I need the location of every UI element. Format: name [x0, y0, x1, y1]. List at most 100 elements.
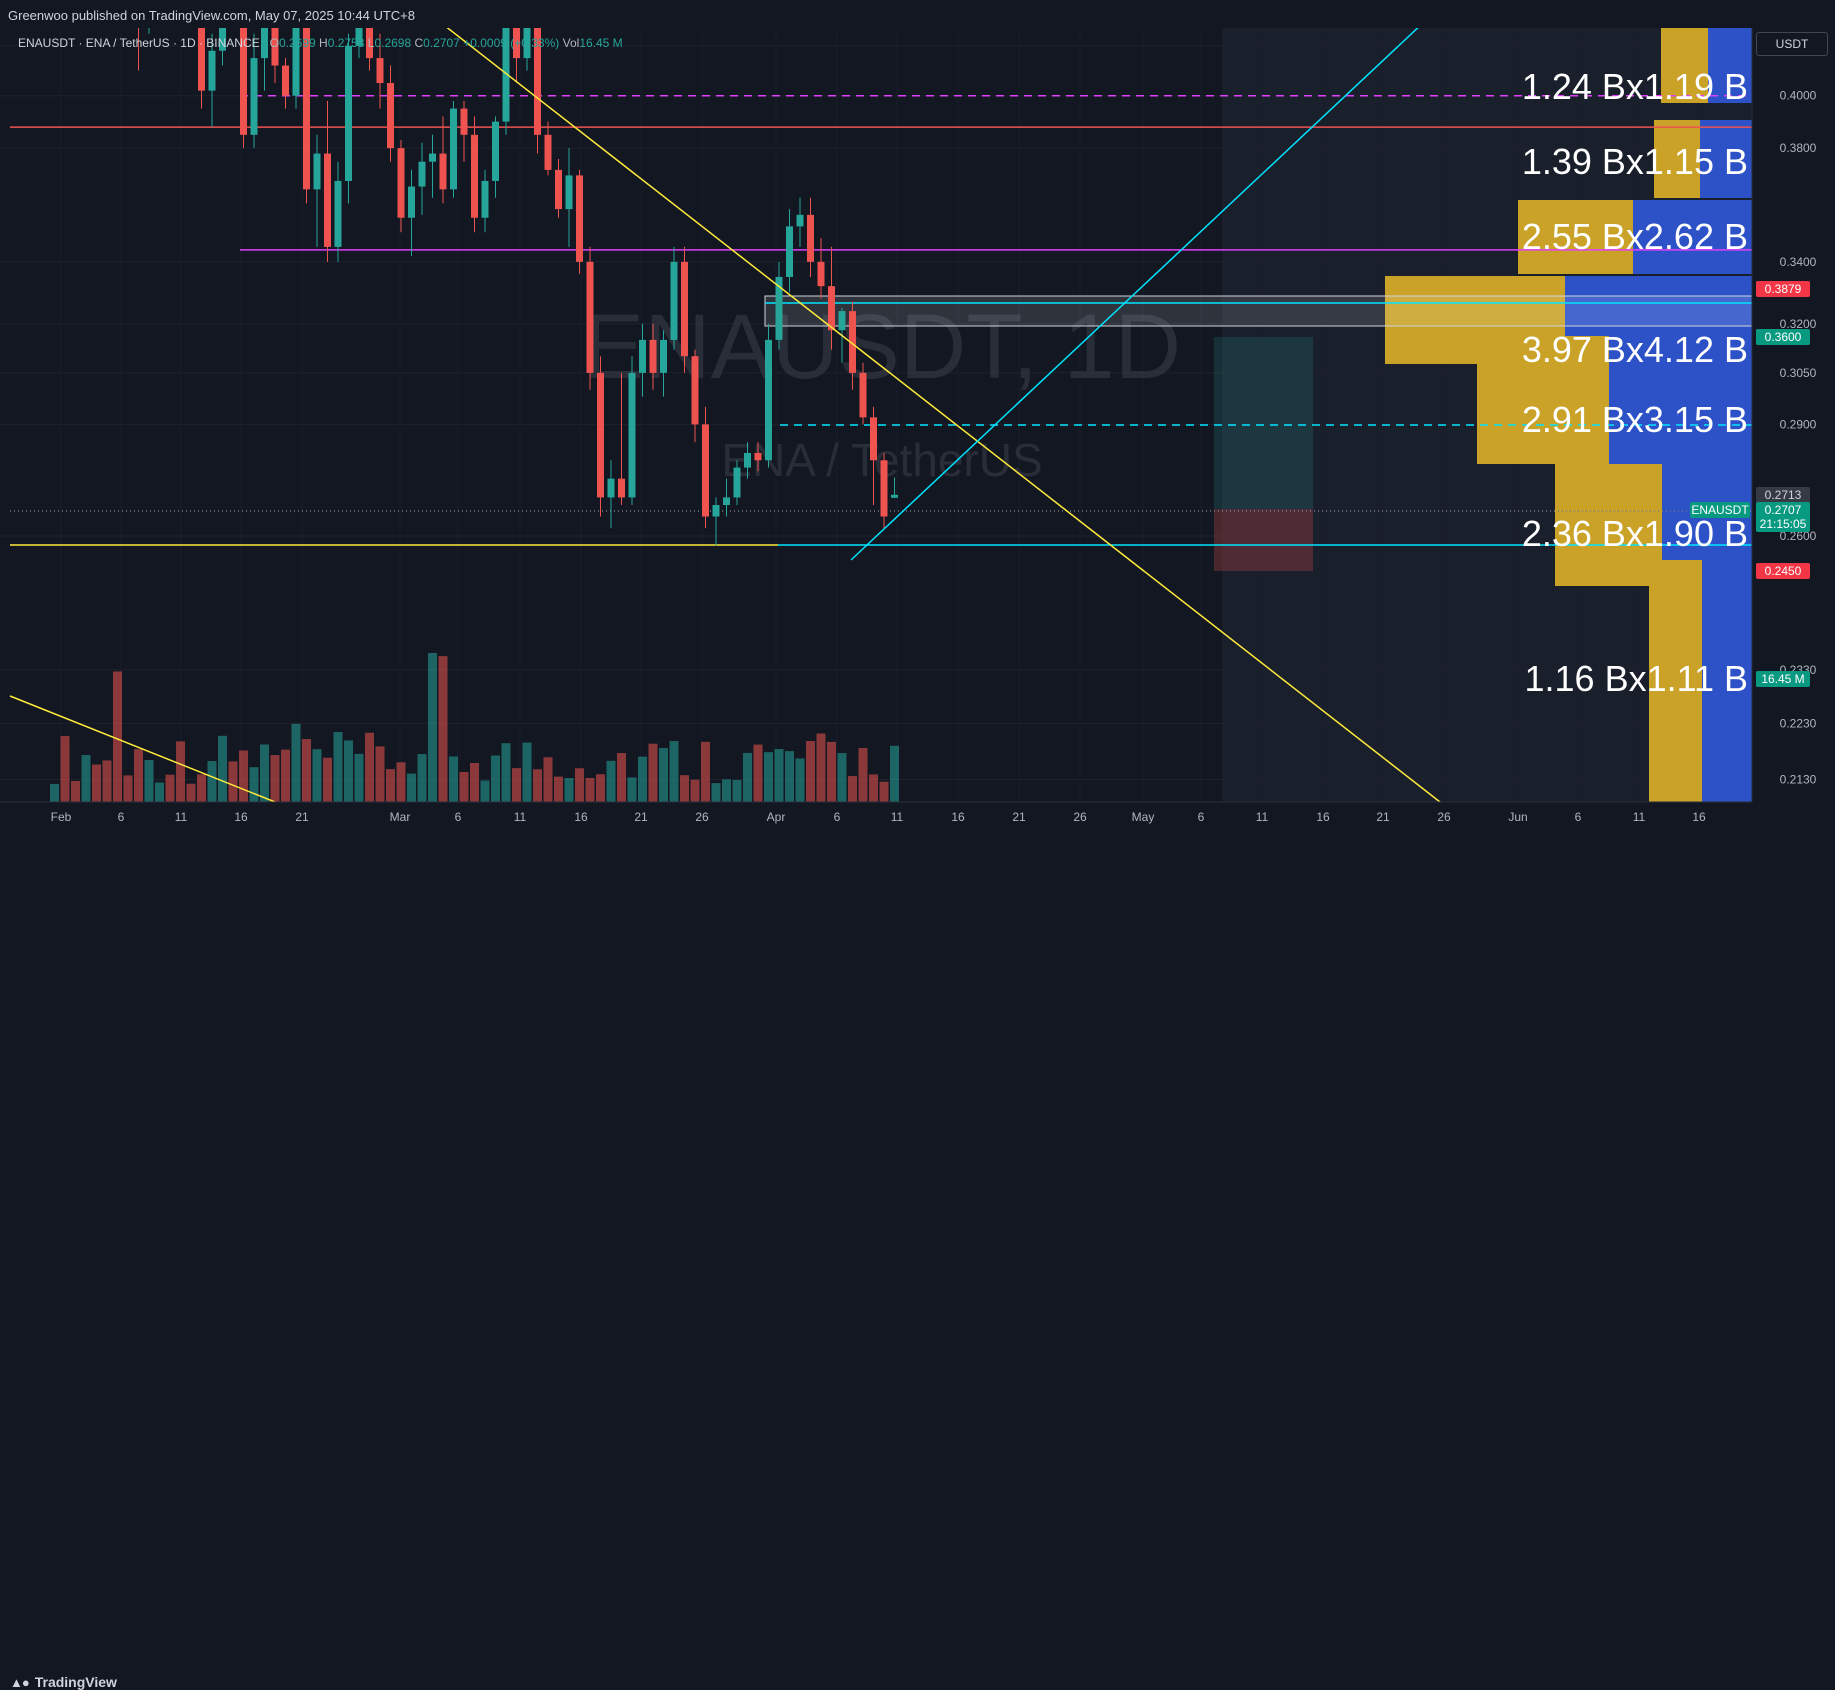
- volume-bar: [480, 780, 490, 802]
- price-tick-label: 0.2130: [1780, 772, 1817, 786]
- volume-profile: [1385, 28, 1752, 802]
- candle-body: [639, 339, 646, 373]
- legend-change: +0.0009 (+0.33%): [463, 36, 560, 50]
- volume-profile-label: 2.55 Bx2.62 B: [1522, 216, 1748, 257]
- legend-open-label: O: [269, 36, 279, 50]
- price-tick-label: 0.3400: [1780, 255, 1817, 269]
- volume-bar: [890, 745, 899, 802]
- legend-volume: 16.45 M: [579, 36, 623, 50]
- volume-bar: [281, 749, 290, 802]
- volume-bar: [848, 775, 857, 802]
- candles: [138, 28, 898, 546]
- price-label-badge: [1756, 329, 1810, 345]
- volume-profile-label: 2.36 Bx1.90 B: [1522, 513, 1748, 554]
- volume-bar: [816, 733, 826, 802]
- volume-bar: [711, 783, 721, 802]
- price-tick-label: 0.2600: [1780, 529, 1817, 543]
- price-tick-label: 0.3200: [1780, 317, 1817, 331]
- price-label-text: 0.3879: [1765, 282, 1802, 296]
- tradingview-logo[interactable]: ▲● TradingView: [10, 1674, 117, 1690]
- volume-bar: [617, 753, 626, 802]
- volume-bars: [50, 652, 899, 802]
- position-zones: [764, 295, 1753, 571]
- candle-body: [670, 261, 678, 340]
- volume-bar: [701, 741, 710, 802]
- top-bar: Greenwoo published on TradingView.com, M…: [0, 0, 1835, 28]
- price-chart[interactable]: ENAUSDT, 1D ENA / TetherUS 1.24 Bx1.19 B…: [0, 28, 1835, 832]
- volume-bar: [312, 749, 322, 802]
- currency-unit-button[interactable]: USDT: [1756, 32, 1828, 56]
- legend-volume-label: Vol: [562, 36, 580, 50]
- volume-bar: [165, 774, 175, 802]
- time-tick-label: Feb: [51, 810, 72, 824]
- volume-bar: [533, 769, 542, 802]
- volume-bar: [501, 743, 511, 802]
- candle-body: [555, 169, 562, 210]
- volume-bar: [575, 768, 584, 802]
- time-tick-label: 11: [514, 810, 527, 824]
- candle-body: [219, 28, 226, 51]
- volume-bar: [207, 761, 217, 802]
- volume-bar: [407, 773, 416, 802]
- time-axis-labels: Feb 6 11 16 21 Mar 6 11 16 21 26 Apr 6 11 16 21 26 May 6 11…: [51, 810, 1706, 824]
- volume-profile-up-bar: [1518, 200, 1633, 274]
- time-tick-label: 6: [834, 810, 841, 824]
- descending-trendline: [446, 28, 1441, 803]
- volume-bar: [417, 754, 427, 802]
- horizontal-levels: [10, 94, 1752, 546]
- volume-bar: [722, 779, 731, 802]
- volume-bar: [743, 752, 752, 802]
- time-tick-label: 6: [1575, 810, 1582, 824]
- volume-bar: [218, 735, 227, 802]
- volume-bar: [669, 741, 679, 802]
- time-axis[interactable]: [0, 802, 1752, 832]
- candle-body: [765, 339, 772, 461]
- candle-body: [460, 108, 468, 135]
- volume-bar: [186, 783, 196, 802]
- published-info: Greenwoo published on TradingView.com, M…: [8, 8, 415, 23]
- volume-profile-up-bar: [1661, 28, 1708, 103]
- volume-bar: [869, 774, 878, 802]
- candle-body: [303, 28, 310, 190]
- time-tick-label: 26: [1073, 810, 1087, 824]
- time-tick-label: 21: [295, 810, 309, 824]
- volume-bar: [428, 652, 437, 802]
- price-label-text: ENAUSDT: [1691, 503, 1749, 517]
- volume-bar: [102, 760, 112, 802]
- candle-body: [429, 153, 436, 162]
- price-label-text: 21:15:05: [1760, 517, 1807, 531]
- legend-low-label: L: [367, 36, 375, 50]
- volume-bar: [438, 656, 448, 802]
- volume-bar: [606, 760, 616, 802]
- candle-body: [439, 153, 447, 190]
- candle-body: [859, 372, 867, 418]
- time-tick-label: 11: [891, 810, 904, 824]
- volume-profile-label: 1.24 Bx1.19 B: [1522, 66, 1748, 107]
- volume-profile-up-bar: [1654, 120, 1700, 198]
- candle-body: [471, 134, 478, 218]
- candle-body: [880, 460, 888, 517]
- time-tick-label: 11: [1633, 810, 1646, 824]
- volume-bar: [92, 764, 101, 802]
- price-label-badge: [1756, 516, 1810, 532]
- volume-bar: [680, 775, 689, 802]
- volume-bar: [449, 756, 458, 802]
- candle-body: [324, 153, 331, 247]
- price-tick-label: 0.2230: [1780, 716, 1817, 730]
- volume-bar: [522, 742, 532, 802]
- legend-symbol[interactable]: ENAUSDT · ENA / TetherUS · 1D · BINANCE: [18, 36, 260, 50]
- volume-bar: [795, 758, 805, 802]
- tradingview-logo-icon: ▲●: [10, 1674, 30, 1690]
- price-label-badge: [1756, 563, 1810, 579]
- volume-bar: [785, 751, 794, 802]
- price-label-badge: [1756, 487, 1810, 503]
- volume-bar: [113, 671, 122, 802]
- legend-low: 0.2698: [374, 36, 412, 50]
- candle-body: [702, 424, 709, 517]
- candle-body: [418, 161, 426, 187]
- volume-bar: [239, 750, 248, 802]
- time-tick-label: 16: [1692, 810, 1706, 824]
- volume-bar: [176, 741, 185, 802]
- volume-bar: [302, 739, 311, 802]
- candle-body: [313, 153, 321, 190]
